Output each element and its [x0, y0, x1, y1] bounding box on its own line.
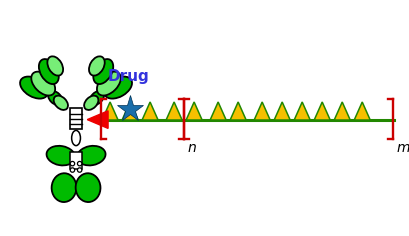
Polygon shape	[353, 102, 369, 120]
Polygon shape	[102, 102, 118, 120]
Ellipse shape	[47, 146, 75, 165]
Ellipse shape	[104, 76, 132, 99]
Ellipse shape	[47, 56, 63, 76]
Polygon shape	[142, 102, 158, 120]
Polygon shape	[229, 102, 245, 120]
Ellipse shape	[48, 91, 62, 105]
Ellipse shape	[52, 173, 76, 202]
Polygon shape	[274, 102, 290, 120]
Text: Drug: Drug	[107, 69, 148, 84]
Text: m: m	[395, 141, 409, 155]
FancyBboxPatch shape	[70, 152, 82, 169]
Polygon shape	[166, 102, 182, 120]
Polygon shape	[313, 102, 329, 120]
FancyBboxPatch shape	[70, 108, 82, 129]
Ellipse shape	[39, 59, 58, 84]
Polygon shape	[333, 102, 349, 120]
Ellipse shape	[54, 96, 68, 110]
Circle shape	[77, 168, 82, 172]
Polygon shape	[186, 102, 202, 120]
Circle shape	[77, 161, 82, 166]
Polygon shape	[87, 111, 108, 128]
Polygon shape	[122, 102, 138, 120]
Ellipse shape	[75, 173, 100, 202]
Ellipse shape	[31, 72, 55, 96]
Text: n: n	[187, 141, 196, 155]
Circle shape	[70, 168, 74, 172]
Ellipse shape	[90, 91, 104, 105]
Polygon shape	[294, 102, 310, 120]
Ellipse shape	[97, 72, 121, 96]
Ellipse shape	[84, 96, 98, 110]
Ellipse shape	[89, 56, 104, 76]
Polygon shape	[254, 102, 270, 120]
Ellipse shape	[20, 76, 48, 99]
Circle shape	[70, 161, 74, 166]
Ellipse shape	[93, 59, 113, 84]
Ellipse shape	[77, 146, 105, 165]
Polygon shape	[210, 102, 226, 120]
Ellipse shape	[72, 131, 80, 146]
